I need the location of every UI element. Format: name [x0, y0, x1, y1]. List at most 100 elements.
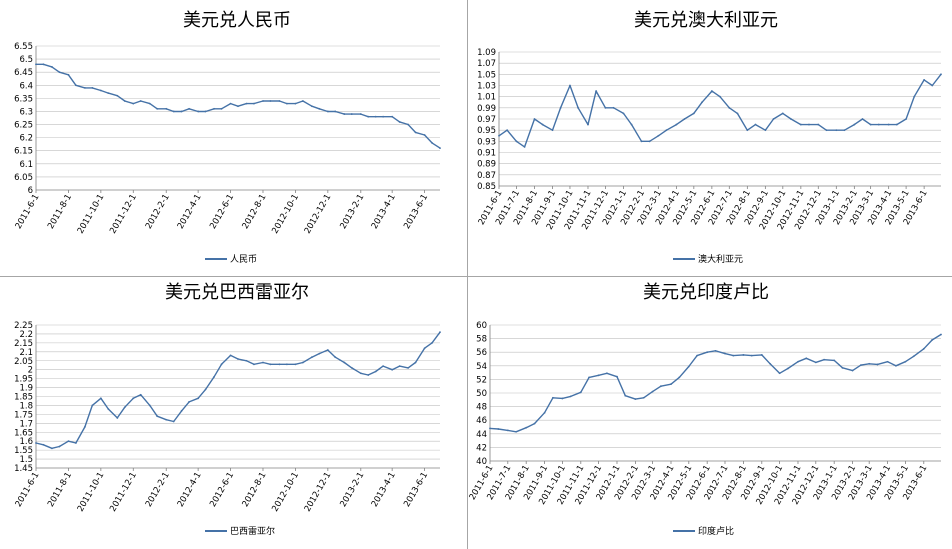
y-tick-label: 6.45	[14, 68, 33, 78]
data-point	[180, 110, 183, 113]
y-tick-label: 1.65	[14, 428, 33, 438]
y-tick-label: 0.99	[477, 104, 496, 114]
data-point	[489, 427, 491, 430]
horizontal-divider	[0, 276, 952, 277]
data-point	[439, 147, 441, 150]
data-point	[904, 360, 907, 363]
data-point	[269, 100, 272, 102]
data-point	[886, 360, 889, 363]
data-point	[318, 107, 321, 110]
data-point	[123, 100, 126, 102]
data-point	[262, 361, 264, 364]
x-tick-label: 2011-6-1	[14, 193, 42, 231]
data-point	[742, 354, 745, 356]
y-tick-label: 44	[476, 430, 487, 440]
data-point	[116, 417, 119, 419]
data-point	[724, 352, 726, 355]
x-tick-label: 2011-8-1	[46, 471, 74, 509]
data-point	[423, 347, 426, 350]
vertical-divider	[467, 0, 468, 549]
data-point	[665, 129, 668, 132]
data-point	[630, 123, 633, 126]
data-point	[732, 354, 735, 357]
x-tick-label: 2012-4-1	[176, 471, 204, 509]
data-point	[245, 102, 248, 105]
chart-title: 美元兑巴西雷亚尔	[165, 282, 309, 303]
y-tick-label: 58	[476, 335, 487, 345]
x-tick-label: 2012-6-1	[208, 193, 236, 231]
data-point	[310, 105, 313, 108]
data-point	[139, 393, 142, 396]
y-tick-label: 2.2	[19, 330, 33, 340]
data-point	[382, 365, 385, 368]
data-point	[382, 115, 385, 118]
data-point	[156, 415, 159, 418]
data-point	[895, 364, 897, 367]
data-point	[367, 374, 370, 376]
series-line	[489, 333, 942, 433]
data-point	[588, 376, 591, 379]
y-tick-label: 2.1	[19, 348, 33, 358]
data-point	[750, 354, 753, 357]
data-point	[359, 372, 362, 375]
data-point	[657, 134, 660, 137]
x-tick-label: 2013-6-1	[402, 193, 430, 231]
y-tick-label: 6.55	[14, 42, 33, 52]
data-point	[790, 118, 792, 120]
data-point	[651, 390, 654, 393]
x-tick-label: 2012-2-1	[144, 193, 172, 231]
data-point	[559, 106, 562, 109]
y-tick-label: 46	[476, 416, 487, 426]
data-point	[772, 118, 775, 120]
y-tick-label: 52	[476, 375, 487, 385]
data-point	[719, 95, 721, 98]
data-point	[407, 123, 410, 126]
data-point	[579, 391, 582, 394]
data-point	[237, 358, 239, 360]
data-point	[940, 73, 942, 76]
data-point	[414, 131, 417, 134]
data-point	[604, 106, 607, 109]
y-tick-label: 40	[476, 457, 487, 467]
data-point	[58, 71, 61, 74]
data-point	[374, 370, 377, 373]
data-point	[683, 118, 686, 120]
data-point	[696, 354, 699, 357]
x-tick-label: 2011-10-1	[76, 193, 107, 236]
data-point	[269, 363, 272, 366]
data-point	[42, 443, 45, 446]
data-point	[843, 129, 846, 132]
data-point	[506, 429, 509, 432]
x-tick-label: 2012-8-1	[241, 471, 269, 509]
chart-title: 美元兑印度卢比	[643, 282, 769, 303]
data-point	[869, 123, 872, 126]
legend-label: 巴西雷亚尔	[230, 525, 275, 537]
x-tick-label: 2012-2-1	[144, 471, 172, 509]
data-point	[606, 372, 608, 375]
data-point	[286, 363, 288, 366]
chart-panel-brl: 美元兑巴西雷亚尔 1.45 1.5 1.55 1.6 1.65 1.7 1.75 1.8 1.85…	[0, 277, 467, 549]
data-point	[213, 107, 215, 110]
data-point	[204, 388, 207, 391]
data-point	[760, 354, 763, 356]
x-tick-label: 2013-4-1	[370, 471, 398, 509]
data-point	[797, 360, 799, 363]
y-tick-label: 2.05	[14, 357, 33, 367]
data-point	[301, 361, 304, 364]
y-tick-label: 60	[476, 321, 487, 331]
data-point	[310, 356, 313, 359]
data-point	[861, 118, 864, 120]
y-tick-label: 6	[28, 186, 33, 196]
series-line	[498, 73, 942, 148]
data-point	[541, 123, 544, 126]
data-point	[253, 102, 255, 105]
data-point	[701, 101, 703, 104]
data-point	[877, 123, 880, 126]
data-point	[736, 112, 739, 115]
data-point	[905, 118, 908, 120]
data-point	[648, 140, 651, 143]
data-point	[577, 106, 579, 109]
data-point	[407, 367, 410, 369]
data-point	[634, 398, 637, 401]
data-point	[523, 146, 526, 148]
